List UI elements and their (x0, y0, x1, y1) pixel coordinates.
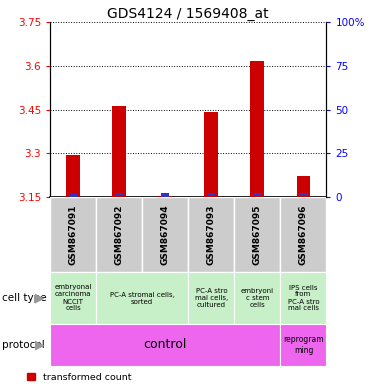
Bar (69, 194, 77, 197)
Bar (234, 197, 280, 272)
Text: GSM867094: GSM867094 (161, 204, 170, 265)
Bar (234, 272, 280, 324)
Bar (280, 324, 326, 366)
Text: GSM867093: GSM867093 (207, 204, 216, 265)
Bar (112, 106, 126, 197)
Bar (96, 272, 188, 324)
Bar (299, 193, 308, 196)
Text: IPS cells
from
PC-A stro
mal cells: IPS cells from PC-A stro mal cells (288, 285, 319, 311)
Bar (296, 176, 311, 197)
Bar (204, 113, 218, 197)
Text: reprogram
ming: reprogram ming (283, 335, 324, 355)
Bar (50, 197, 96, 272)
Title: GDS4124 / 1569408_at: GDS4124 / 1569408_at (108, 7, 269, 21)
Text: GSM867092: GSM867092 (115, 204, 124, 265)
Text: protocol: protocol (2, 340, 45, 350)
Bar (280, 272, 326, 324)
Text: PC-A stromal cells,
sorted: PC-A stromal cells, sorted (110, 291, 175, 305)
Text: GSM867091: GSM867091 (69, 204, 78, 265)
Bar (280, 197, 326, 272)
Text: cell type: cell type (2, 293, 46, 303)
Legend: transformed count, percentile rank within the sample: transformed count, percentile rank withi… (27, 373, 203, 384)
Bar (50, 272, 96, 324)
Bar (96, 197, 142, 272)
Text: embryonal
carcinoma
NCCIT
cells: embryonal carcinoma NCCIT cells (55, 285, 92, 311)
Bar (50, 324, 280, 366)
Text: control: control (144, 339, 187, 351)
Text: embryoni
c stem
cells: embryoni c stem cells (241, 288, 274, 308)
Bar (115, 193, 123, 196)
Bar (188, 272, 234, 324)
Bar (253, 193, 262, 196)
Bar (158, 195, 172, 197)
Bar (207, 193, 216, 196)
Text: ▶: ▶ (35, 291, 45, 305)
Text: GSM867095: GSM867095 (253, 204, 262, 265)
Text: GSM867096: GSM867096 (299, 204, 308, 265)
Bar (250, 61, 264, 197)
Bar (66, 155, 80, 197)
Bar (142, 197, 188, 272)
Text: PC-A stro
mal cells,
cultured: PC-A stro mal cells, cultured (195, 288, 228, 308)
Text: ▶: ▶ (35, 339, 45, 351)
Bar (161, 193, 170, 197)
Bar (188, 197, 234, 272)
